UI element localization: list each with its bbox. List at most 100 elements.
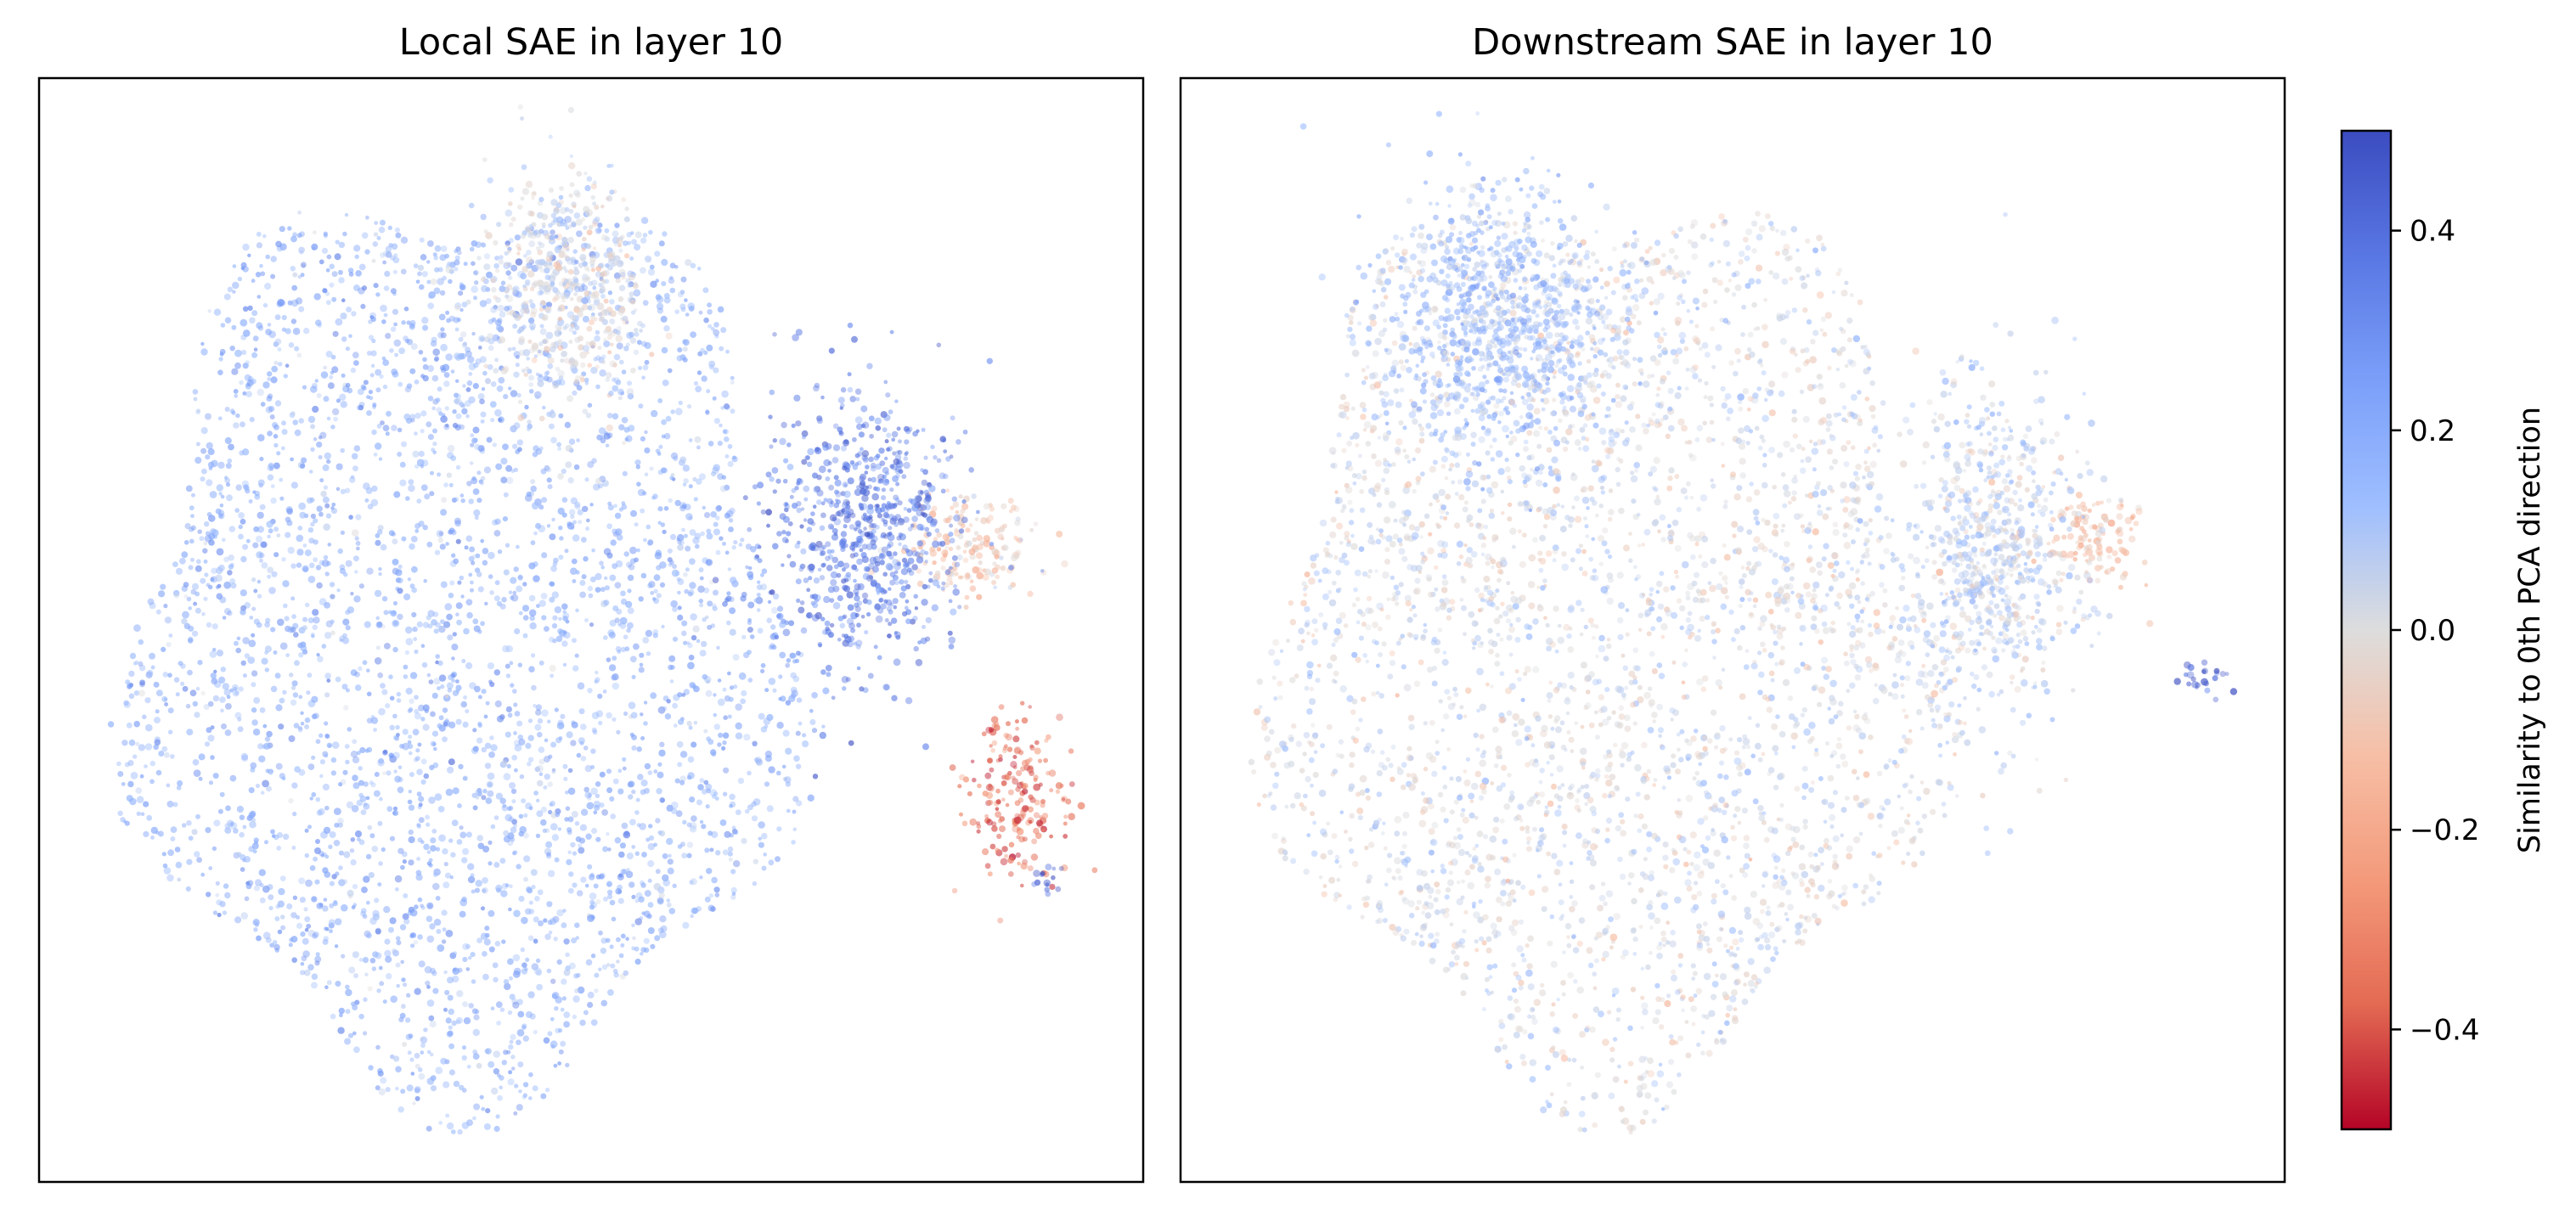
- scatter-point: [657, 307, 664, 314]
- scatter-point: [729, 793, 736, 801]
- scatter-point: [567, 477, 574, 484]
- scatter-point: [124, 820, 130, 826]
- scatter-point: [363, 781, 369, 787]
- scatter-point: [669, 533, 677, 541]
- scatter-point: [848, 622, 855, 629]
- scatter-point: [670, 452, 679, 460]
- scatter-point: [606, 832, 610, 836]
- scatter-point: [116, 761, 121, 767]
- scatter-point: [603, 269, 610, 277]
- scatter-point: [550, 212, 556, 219]
- scatter-point: [306, 497, 313, 504]
- scatter-point: [242, 543, 249, 550]
- scatter-point: [396, 940, 402, 946]
- scatter-point: [618, 268, 626, 276]
- scatter-point: [203, 703, 210, 711]
- scatter-point: [144, 697, 151, 704]
- scatter-point: [592, 729, 598, 735]
- scatter-point: [732, 654, 740, 661]
- scatter-point: [547, 363, 554, 369]
- scatter-point: [535, 448, 543, 455]
- scatter-point: [505, 295, 514, 302]
- scatter-point: [473, 625, 481, 633]
- scatter-point: [138, 689, 145, 697]
- scatter-point: [467, 863, 475, 870]
- scatter-point: [561, 497, 568, 503]
- scatter-point: [744, 808, 750, 814]
- scatter-point: [527, 757, 534, 762]
- scatter-point: [609, 318, 616, 324]
- scatter-point: [347, 1033, 354, 1038]
- scatter-point: [519, 313, 524, 318]
- scatter-point: [482, 370, 488, 376]
- scatter-point: [442, 275, 447, 281]
- scatter-point: [1033, 812, 1040, 819]
- scatter-point: [142, 714, 147, 720]
- scatter-point: [369, 373, 375, 378]
- scatter-point: [881, 503, 888, 509]
- scatter-point: [1015, 537, 1019, 543]
- scatter-point: [189, 526, 194, 532]
- scatter-point: [324, 452, 331, 460]
- scatter-point: [837, 594, 843, 602]
- scatter-point: [818, 465, 826, 474]
- scatter-point: [479, 356, 487, 363]
- scatter-point: [587, 461, 595, 469]
- scatter-point: [782, 729, 790, 737]
- scatter-point: [616, 260, 624, 267]
- scatter-point: [530, 311, 537, 318]
- scatter-point: [478, 335, 486, 342]
- scatter-point: [502, 803, 507, 808]
- scatter-point: [509, 661, 514, 666]
- scatter-point: [1015, 549, 1022, 556]
- scatter-point: [874, 604, 881, 610]
- scatter-point: [186, 820, 192, 826]
- scatter-point: [483, 363, 488, 369]
- scatter-point: [634, 231, 642, 239]
- scatter-point: [609, 299, 615, 305]
- scatter-point: [177, 779, 183, 787]
- scatter-point: [521, 1025, 527, 1030]
- scatter-point: [600, 309, 608, 317]
- scatter-point: [358, 583, 364, 589]
- scatter-point: [801, 430, 809, 437]
- scatter-point: [234, 690, 240, 695]
- scatter-point: [537, 731, 543, 738]
- scatter-point: [423, 773, 430, 779]
- scatter-point: [583, 290, 590, 296]
- scatter-point: [577, 986, 585, 994]
- scatter-point: [224, 892, 231, 899]
- scatter-point: [591, 292, 596, 297]
- scatter-point: [757, 627, 764, 634]
- scatter-point: [390, 610, 397, 617]
- scatter-point: [455, 413, 462, 419]
- scatter-point: [343, 851, 351, 858]
- scatter-point: [747, 601, 755, 609]
- scatter-point: [529, 1013, 536, 1020]
- scatter-point: [893, 562, 901, 571]
- scatter-point: [910, 547, 917, 553]
- scatter-point: [316, 442, 323, 448]
- scatter-point: [314, 955, 322, 963]
- scatter-point: [549, 596, 555, 603]
- scatter-point: [461, 1122, 470, 1129]
- scatter-point: [211, 459, 218, 468]
- scatter-point: [493, 815, 499, 820]
- scatter-point: [196, 408, 200, 414]
- scatter-point: [389, 695, 395, 701]
- scatter-point: [205, 413, 211, 420]
- scatter-point: [381, 596, 388, 602]
- scatter-point: [1020, 701, 1025, 706]
- scatter-point: [201, 611, 206, 616]
- scatter-point: [856, 622, 861, 628]
- scatter-point: [679, 504, 686, 512]
- scatter-point: [307, 763, 315, 770]
- scatter-point: [830, 579, 837, 587]
- scatter-point: [153, 744, 159, 751]
- scatter-point: [862, 512, 867, 517]
- scatter-point: [251, 707, 257, 713]
- scatter-point: [705, 409, 710, 414]
- scatter-point: [433, 678, 441, 685]
- scatter-point: [382, 425, 390, 431]
- scatter-point: [587, 305, 593, 311]
